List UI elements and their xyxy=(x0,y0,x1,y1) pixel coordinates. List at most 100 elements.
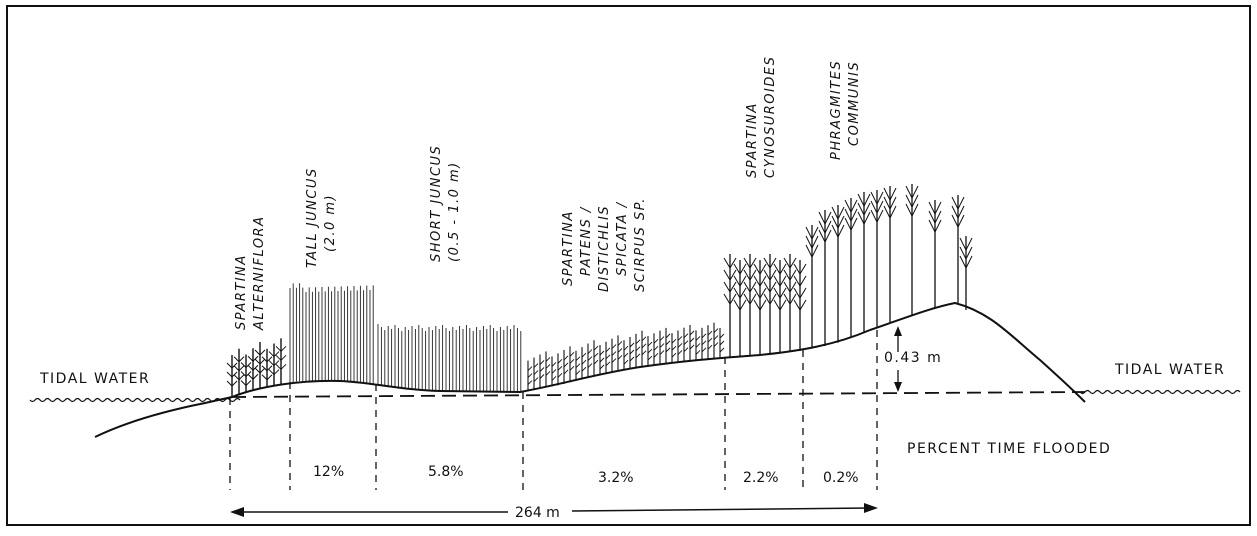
leaf xyxy=(587,356,593,361)
leaf xyxy=(231,362,238,369)
leaf xyxy=(233,374,240,381)
leaf xyxy=(581,366,587,372)
leaf xyxy=(533,363,539,368)
leaf xyxy=(763,257,771,269)
plume xyxy=(965,255,973,269)
zone-dividers xyxy=(229,330,878,490)
leaf xyxy=(233,365,240,372)
leaf xyxy=(240,380,247,386)
leaf xyxy=(593,359,599,365)
leaf xyxy=(226,380,233,387)
leaf xyxy=(240,371,247,377)
plume xyxy=(928,210,936,224)
leaf xyxy=(231,380,238,387)
leaf xyxy=(671,352,677,358)
zone-label-line: SPARTINA xyxy=(561,210,576,286)
leaf xyxy=(261,374,268,381)
leaf xyxy=(713,335,719,340)
leaf xyxy=(280,354,287,361)
plume xyxy=(951,205,959,219)
leaf xyxy=(273,369,280,375)
plume xyxy=(837,215,845,229)
leaf xyxy=(749,269,757,281)
leaf xyxy=(261,365,268,372)
leaf xyxy=(689,337,695,343)
leaf xyxy=(773,287,781,299)
plume xyxy=(959,246,967,260)
leaf xyxy=(665,347,671,353)
leaf xyxy=(641,350,647,356)
leaf xyxy=(659,350,665,355)
leaf xyxy=(569,366,575,371)
plume xyxy=(805,244,813,258)
plume xyxy=(850,208,858,222)
zone-label-spartina-patens: SPARTINA PATENS / DISTICHLIS SPICATA / S… xyxy=(561,197,648,292)
leaf xyxy=(247,364,254,371)
leaf xyxy=(617,341,623,346)
leaf xyxy=(783,269,791,281)
leaf xyxy=(605,347,611,353)
leaf xyxy=(783,293,791,305)
leaf xyxy=(623,359,629,365)
leaf xyxy=(623,352,629,358)
leaf xyxy=(695,350,701,355)
leaf xyxy=(701,333,707,339)
leaf xyxy=(653,353,659,358)
leaf xyxy=(749,281,757,293)
leaf xyxy=(773,299,781,311)
leaf xyxy=(743,269,751,281)
plume xyxy=(850,217,858,231)
leaf xyxy=(789,281,797,293)
leaf xyxy=(635,339,641,345)
leaf xyxy=(779,299,787,311)
leaf xyxy=(569,359,575,364)
leaf xyxy=(551,362,557,367)
zone-label-line: TALL JUNCUS xyxy=(305,167,320,268)
plume xyxy=(824,220,832,234)
leaf xyxy=(581,359,587,365)
leaf xyxy=(733,299,741,311)
leaf xyxy=(759,275,767,287)
leaf xyxy=(783,281,791,293)
leaf xyxy=(671,345,677,351)
leaf xyxy=(254,349,261,356)
water-surface-right xyxy=(1079,389,1241,395)
plume xyxy=(951,214,959,228)
leaf xyxy=(268,351,275,357)
leaf xyxy=(599,364,605,370)
leaf xyxy=(753,299,761,311)
leaf xyxy=(769,257,777,269)
plume xyxy=(857,193,865,207)
leaf xyxy=(247,355,254,362)
leaf xyxy=(266,374,273,381)
plume xyxy=(957,214,965,228)
leaf xyxy=(599,357,605,363)
leaf xyxy=(753,275,761,287)
leaf xyxy=(789,293,797,305)
plume xyxy=(934,210,942,224)
leaf xyxy=(759,299,767,311)
plume xyxy=(883,205,891,219)
leaf xyxy=(659,343,665,348)
leaf xyxy=(793,263,801,275)
leaf xyxy=(569,352,575,357)
plume xyxy=(837,206,845,220)
vegetation-layer xyxy=(226,184,973,397)
plume xyxy=(831,215,839,229)
leaf xyxy=(713,328,719,333)
leaf xyxy=(749,257,757,269)
percent-spartina-cynosuroides: 2.2% xyxy=(743,470,779,486)
leaf xyxy=(611,344,617,349)
plume xyxy=(805,235,813,249)
leaf xyxy=(769,281,777,293)
leaf xyxy=(779,287,787,299)
plume xyxy=(837,224,845,238)
leaf xyxy=(665,333,671,339)
plume xyxy=(934,219,942,233)
zone-label-line: ALTERNIFLORA xyxy=(252,216,267,331)
leaf xyxy=(226,362,233,369)
plume xyxy=(824,229,832,243)
plume xyxy=(811,235,819,249)
leaf xyxy=(539,360,545,365)
zone-label-spartina-alterniflora: SPARTINA ALTERNIFLORA xyxy=(234,216,267,331)
